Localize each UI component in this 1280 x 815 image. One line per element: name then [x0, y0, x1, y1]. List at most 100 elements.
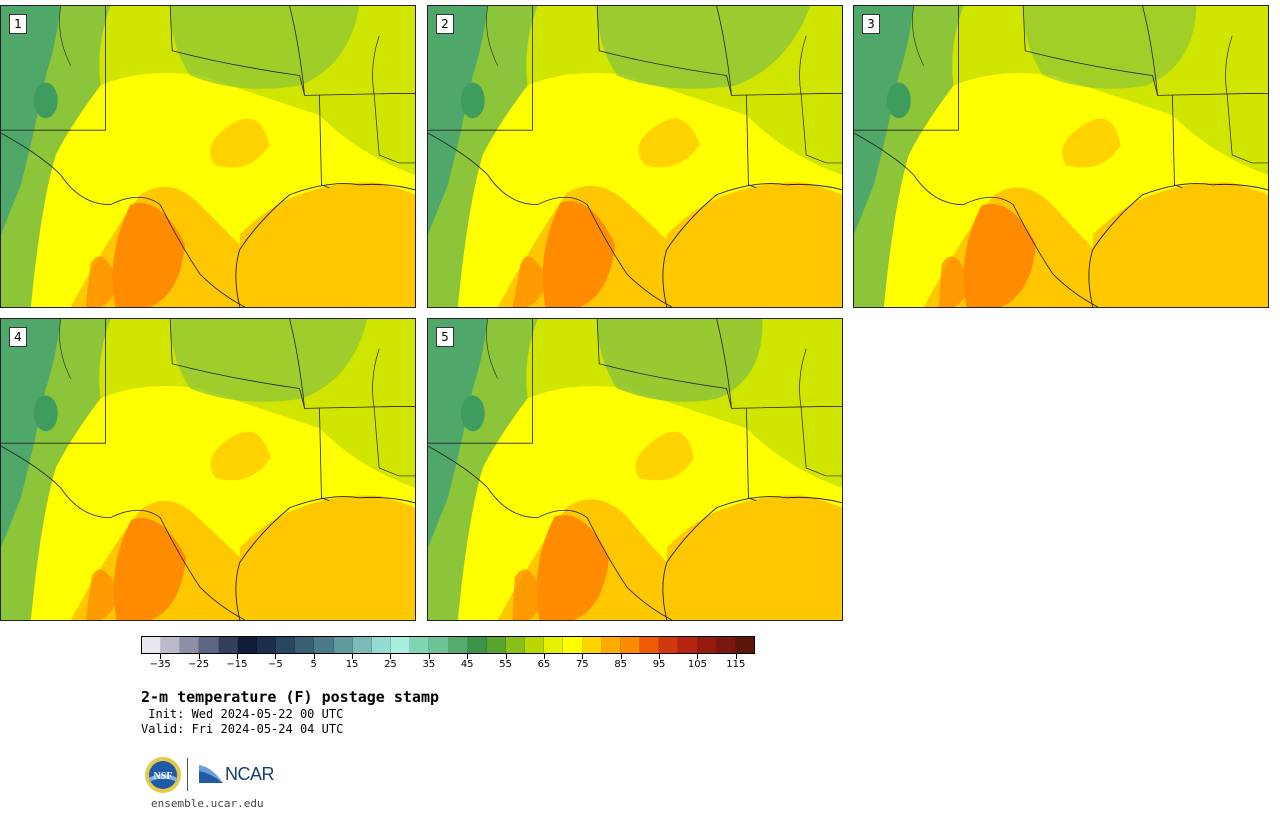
state-border-ar [372, 348, 415, 477]
colorbar-tick-label: 105 [687, 659, 707, 670]
stamp-panel-4: 4 [0, 318, 416, 621]
mountain-peak [460, 82, 485, 119]
state-border-ar [372, 35, 415, 164]
colorbar-tick-label: 95 [652, 659, 666, 670]
hot-region [536, 515, 610, 620]
state-border-ok [1022, 6, 1268, 96]
mountain-peak [460, 395, 485, 432]
nsf-logo: NSF [145, 757, 181, 793]
state-border-nm [1, 319, 106, 444]
colorbar-tick [428, 654, 430, 659]
colorbar-swatch [256, 637, 277, 653]
temperature-map-3 [854, 6, 1268, 307]
ncar-logo-text: NCAR [225, 764, 275, 784]
stamp-panel-3: 3 [853, 5, 1269, 308]
state-border-ok [596, 6, 842, 96]
warm-patch [209, 118, 270, 168]
colorbar-tick [236, 654, 238, 659]
temperature-map-2 [428, 6, 842, 307]
state-border-ks [716, 319, 732, 409]
colorbar-swatch [161, 637, 181, 653]
hot-region [542, 201, 616, 307]
colorbar-tick-labels: −35 −25 −15 −5 5 15 25 35 45 55 65 75 85 95 105 115 [141, 654, 755, 674]
state-border-ok [169, 319, 415, 409]
border-rio-grande [428, 132, 673, 307]
colorbar-tick-label: 85 [614, 659, 628, 670]
colorbar-tick-label: 115 [726, 659, 746, 670]
stamp-panel-5: 5 [427, 318, 843, 621]
mountain-dark-region [854, 6, 914, 235]
border-rio-grande [1, 445, 246, 620]
colorbar-swatch [467, 637, 487, 653]
state-border-ar [1225, 35, 1268, 164]
ncar-logo: NCAR [198, 762, 275, 786]
border-rio-grande [428, 445, 673, 620]
colorbar-tick-label: 25 [384, 659, 397, 670]
colorbar-tick [390, 654, 392, 659]
stamp-number-2: 2 [436, 14, 454, 34]
state-border-nm [428, 319, 533, 444]
temperature-map-1 [1, 6, 415, 307]
stamp-number-3: 3 [862, 14, 880, 34]
colorbar-swatch [371, 637, 392, 653]
colorbar-swatch [563, 637, 583, 653]
state-border-nm [1, 6, 106, 131]
gulf-coastline [235, 183, 415, 307]
colorbar-tick-label: 15 [345, 659, 359, 670]
state-border-ok [596, 319, 842, 409]
colorbar-tick [582, 654, 584, 659]
gulf-region [666, 495, 842, 620]
ncar-wing-icon [199, 765, 223, 783]
colorbar-tick [543, 654, 545, 659]
colorbar-swatch [525, 637, 545, 653]
hot-region [113, 517, 187, 620]
warm-patch [210, 431, 271, 481]
colorbar-swatch [697, 637, 717, 653]
site-url: ensemble.ucar.edu [151, 797, 264, 810]
colorbar-tick [659, 654, 661, 659]
warm-patch [1062, 118, 1121, 168]
green-plains-region [170, 319, 368, 402]
colorbar-tick [505, 654, 507, 659]
colorbar-tick [467, 654, 469, 659]
colorbar-swatch [295, 637, 315, 653]
colorbar-swatch [199, 637, 219, 653]
colorbar-tick-label: 75 [575, 659, 589, 670]
state-border-west [59, 6, 71, 66]
gulf-coastline [235, 496, 415, 620]
temperature-map-4 [1, 319, 415, 620]
colorbar-tick [735, 654, 737, 659]
colorbar-tick [198, 654, 200, 659]
warm-patch [635, 431, 694, 481]
hot-patch [85, 256, 116, 307]
valid-time: Valid: Fri 2024-05-24 04 UTC [141, 722, 344, 736]
state-border-ks [716, 6, 732, 96]
state-border-nm [854, 6, 959, 131]
colorbar-swatch [314, 637, 334, 653]
colorbar-swatch [678, 637, 698, 653]
stamp-number-5: 5 [436, 327, 454, 347]
colorbar-tick-label: 65 [537, 659, 551, 670]
warm-patch [638, 118, 700, 168]
hot-region [963, 203, 1037, 307]
stamp-panel-2: 2 [427, 5, 843, 308]
state-border-ks [289, 319, 305, 409]
border-rio-grande [1, 132, 246, 307]
state-border-tx-la [746, 408, 757, 502]
colorbar-tick-label: −25 [188, 659, 210, 670]
mountain-dark-region [428, 6, 488, 235]
gulf-coastline [662, 183, 842, 307]
colorbar-swatch [544, 637, 564, 653]
hot-patch [85, 569, 117, 620]
mountain-peak [886, 82, 911, 119]
colorbar-swatch [659, 637, 679, 653]
colorbar-swatch [276, 637, 296, 653]
colorbar-tick [313, 654, 315, 659]
state-border-ks [289, 6, 305, 96]
colorbar-swatch [391, 637, 411, 653]
gulf-region [239, 495, 415, 620]
colorbar-tick-label: 35 [422, 659, 436, 670]
colorbar-swatch [352, 637, 372, 653]
green-plains-region [597, 6, 811, 89]
colorbar-tick-label: 55 [499, 659, 512, 670]
